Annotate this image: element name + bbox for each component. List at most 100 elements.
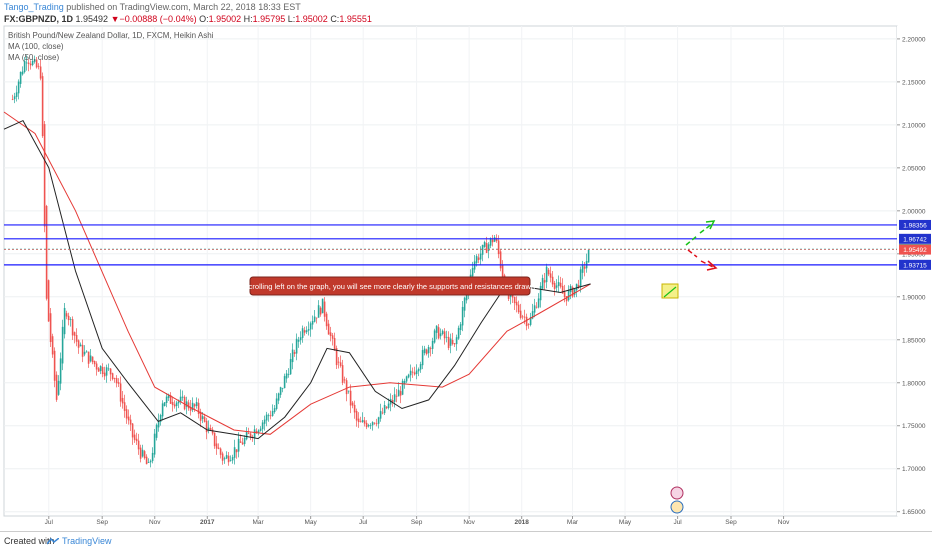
candle-body (129, 419, 132, 425)
candle-body (173, 404, 176, 407)
candle-body (537, 298, 540, 308)
candle-body (267, 415, 270, 417)
candle-body (55, 374, 58, 400)
candle-body (409, 370, 412, 376)
candle-body (401, 380, 404, 395)
candle-body (43, 124, 46, 227)
candle-body (85, 351, 88, 353)
candle-body (35, 59, 38, 68)
candle-body (191, 402, 194, 410)
price-label: 1.95492 (903, 247, 927, 254)
candle-body (177, 401, 180, 404)
candle-body (447, 336, 450, 349)
y-tick-label: 2.05000 (902, 165, 926, 172)
x-tick-label: Mar (567, 519, 579, 526)
candle-body (429, 348, 432, 350)
candle-body (457, 327, 460, 339)
close-label: C: (330, 14, 340, 24)
candle-body (579, 269, 582, 287)
candle-body (371, 422, 374, 426)
candle-body (197, 402, 200, 415)
candle-body (131, 423, 134, 438)
level-label-box (899, 233, 931, 244)
candle-body (337, 361, 340, 363)
candle-body (293, 352, 296, 354)
candle-body (587, 249, 590, 263)
candle-body (335, 348, 338, 366)
y-tick-label: 1.95000 (902, 251, 926, 258)
candle-body (15, 92, 18, 97)
candle-body (255, 431, 258, 434)
candle-body (461, 306, 464, 326)
legend-ma100: MA (100, close) (8, 42, 64, 51)
candle-body (119, 383, 122, 402)
candle-body (373, 422, 376, 424)
candle-body (539, 285, 542, 301)
candle-body (449, 338, 452, 346)
candle-body (133, 434, 136, 440)
arrow-up-head-icon (705, 220, 716, 230)
candle-body (181, 396, 184, 398)
candle-body (477, 257, 480, 260)
candle-body (439, 333, 442, 337)
event-marker-icon[interactable] (670, 500, 684, 514)
candle-body (499, 251, 502, 269)
candle-body (553, 282, 556, 289)
candle-body (297, 339, 300, 342)
candle-body (575, 283, 578, 291)
low-value: 1.95002 (295, 14, 328, 24)
x-tick-label: Mar (253, 519, 265, 526)
author-link[interactable]: Tango_Trading (4, 2, 64, 12)
candle-body (407, 374, 410, 378)
candle-body (53, 350, 56, 381)
candle-body (459, 324, 462, 331)
candle-body (69, 319, 72, 320)
candle-body (123, 402, 126, 411)
candle-body (245, 431, 248, 440)
candle-body (561, 285, 564, 294)
candle-body (515, 301, 518, 306)
footer-brand[interactable]: TradingView (62, 536, 112, 546)
time-axis: Jul Sep Nov 2017 Mar May Jul Sep Nov 2018 Mar May Ju… (45, 516, 790, 526)
price-axis[interactable] (897, 26, 932, 516)
event-marker-icon[interactable] (670, 486, 684, 500)
candle-body (549, 273, 552, 278)
candle-body (363, 420, 366, 424)
candle-body (317, 305, 320, 318)
footer-created-with: Created with (4, 536, 55, 546)
candle-body (75, 334, 78, 342)
candle-body (525, 316, 528, 327)
candle-body (115, 378, 118, 384)
candle-body (431, 340, 434, 349)
candle-body (239, 441, 242, 443)
candle-body (185, 401, 188, 407)
candle-body (359, 421, 362, 423)
candle-body (495, 238, 498, 242)
candle-body (265, 414, 268, 421)
candle-body (489, 238, 492, 246)
level-label-box (899, 259, 931, 270)
candle-body (151, 452, 154, 462)
y-tick-label: 1.90000 (902, 294, 926, 301)
candle-body (307, 329, 310, 331)
x-tick-label: May (619, 519, 632, 526)
candle-body (381, 412, 384, 414)
candle-body (321, 298, 324, 314)
candle-body (273, 408, 276, 413)
candle-body (523, 316, 526, 318)
candle-body (423, 348, 426, 354)
candle-body (237, 438, 240, 452)
plot-area[interactable] (3, 25, 898, 517)
x-tick-label: 2017 (200, 519, 215, 526)
candle-body (125, 409, 128, 419)
x-tick-label: Sep (725, 519, 737, 526)
candle-body (143, 451, 146, 459)
price-chart[interactable]: Jul Sep Nov 2017 Mar May Jul Sep Nov 2018 Mar May Ju… (0, 0, 932, 532)
candle-body (29, 63, 32, 66)
candle-body (231, 457, 234, 461)
candle-body (325, 313, 328, 327)
candle-body (155, 424, 158, 438)
candle-body (171, 402, 174, 406)
callout-text: scrolling left on the graph, you will se… (245, 282, 535, 291)
candle-body (341, 365, 344, 383)
